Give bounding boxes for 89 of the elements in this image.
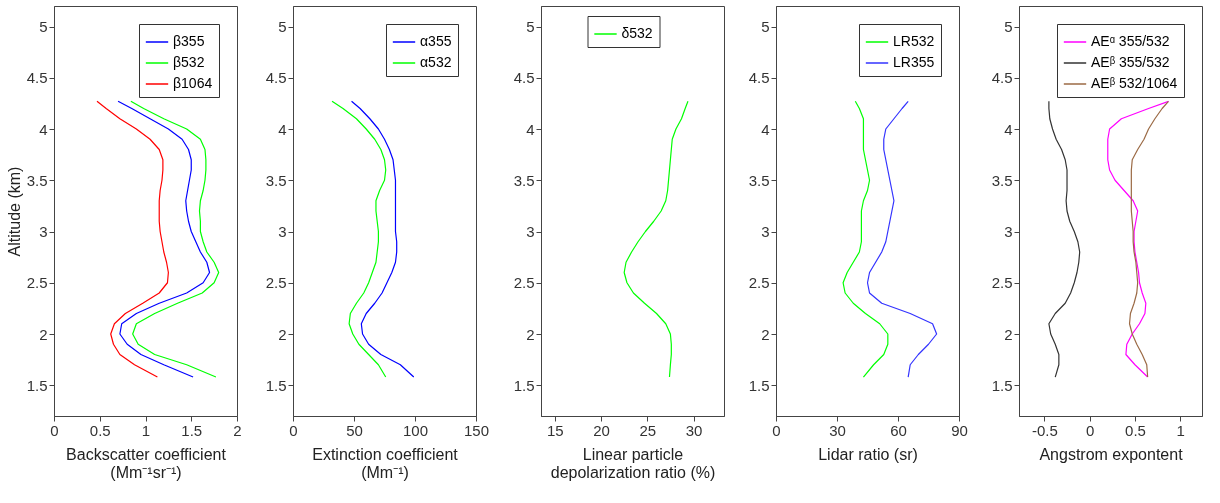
line-series	[1128, 100, 1170, 378]
y-tick-label: 4.5	[265, 69, 287, 87]
y-tick-label: 1.5	[748, 376, 770, 394]
x-tick-label: 150	[463, 421, 490, 439]
y-tick-label: 3.5	[991, 171, 1013, 189]
legend-label: LR532	[893, 33, 935, 49]
legend-label: β355	[173, 33, 205, 49]
y-tick-label: 2	[39, 325, 48, 343]
x-tick-label: 2	[233, 421, 242, 439]
legend-label: AEᵅ 355/532	[1091, 33, 1170, 49]
x-tick-label: -0.5	[1031, 421, 1058, 439]
y-tick-label: 2.5	[748, 274, 770, 292]
line-series	[331, 100, 387, 378]
y-tick-label: 3.5	[513, 171, 535, 189]
y-tick-label: 5	[526, 18, 535, 35]
legend-label: δ532	[621, 25, 653, 41]
y-tick-label: 4.5	[513, 69, 535, 87]
legend-label: α532	[420, 54, 452, 70]
y-tick-label: 5	[39, 18, 48, 35]
legend-label: β532	[173, 54, 205, 70]
x-axis-title: Linear particle depolarization ratio (%)	[550, 445, 716, 481]
y-tick-label: 2	[526, 325, 535, 343]
y-tick-label: 2.5	[26, 274, 48, 292]
line-series	[866, 100, 938, 378]
x-tick-label: 0	[772, 421, 781, 439]
y-tick-label: 2	[761, 325, 770, 343]
y-tick-label: 3	[39, 223, 48, 240]
y-tick-label: 4.5	[991, 69, 1013, 87]
legend-label: β1064	[173, 75, 213, 91]
y-tick-label: 4.5	[26, 69, 48, 87]
line-series	[96, 100, 169, 378]
x-tick-label: 1	[141, 421, 151, 439]
y-tick-label: 2	[1004, 325, 1013, 343]
y-tick-label: 3	[1004, 223, 1013, 240]
legend-label: LR355	[893, 54, 935, 70]
x-tick-label: 1.5	[181, 421, 203, 439]
x-tick-label: 30	[685, 421, 703, 439]
y-tick-label: 5	[278, 18, 287, 35]
y-axis-title: Altitude (km)	[5, 166, 23, 257]
y-tick-label: 4	[1004, 120, 1013, 138]
y-tick-label: 2.5	[991, 274, 1013, 292]
y-tick-label: 4	[278, 120, 287, 138]
y-tick-label: 3.5	[748, 171, 770, 189]
y-tick-label: 5	[761, 18, 770, 35]
line-series	[1048, 100, 1081, 378]
y-tick-label: 3	[278, 223, 287, 240]
y-tick-label: 3	[526, 223, 535, 240]
y-tick-label: 1.5	[991, 376, 1013, 394]
x-tick-label: 30	[829, 421, 846, 439]
y-tick-label: 3.5	[265, 171, 287, 189]
y-tick-label: 5	[1004, 18, 1013, 35]
x-axis-title: Backscatter coefficient (Mm⁻¹sr⁻¹)	[66, 445, 227, 481]
y-tick-label: 4	[39, 120, 48, 138]
legend-label: AEᵝ 355/532	[1091, 54, 1170, 70]
y-tick-label: 4	[526, 120, 535, 138]
x-axis-title: Extinction coefficient (Mm⁻¹)	[312, 445, 459, 481]
line-series	[623, 100, 689, 378]
y-tick-label: 4.5	[748, 69, 770, 87]
y-tick-label: 1.5	[26, 376, 48, 394]
y-tick-label: 2.5	[265, 274, 287, 292]
x-tick-label: 100	[402, 421, 429, 439]
y-tick-label: 3.5	[26, 171, 48, 189]
y-tick-label: 2	[278, 325, 287, 343]
line-series	[117, 100, 211, 378]
x-tick-label: 15	[547, 421, 564, 439]
x-tick-label: 0.5	[89, 421, 111, 439]
legend-label: AEᵝ 532/1064	[1091, 75, 1178, 91]
y-tick-label: 4	[761, 120, 770, 138]
y-tick-label: 3	[761, 223, 770, 240]
x-tick-label: 0	[50, 421, 59, 439]
x-tick-label: 20	[593, 421, 610, 439]
x-tick-label: 0.5	[1125, 421, 1146, 439]
x-tick-label: 50	[346, 421, 363, 439]
y-tick-label: 1.5	[265, 376, 287, 394]
line-series	[842, 100, 889, 378]
legend-label: α355	[420, 33, 452, 49]
x-axis-title: Angstrom expontent	[1039, 445, 1184, 463]
y-tick-label: 2.5	[513, 274, 535, 292]
line-series	[130, 100, 220, 378]
x-tick-label: 90	[951, 421, 968, 439]
x-tick-label: 60	[890, 421, 907, 439]
x-tick-label: 1	[1176, 421, 1185, 439]
y-tick-label: 1.5	[513, 376, 535, 394]
line-series	[1107, 100, 1170, 378]
x-tick-label: 25	[639, 421, 657, 439]
x-tick-label: 0	[1085, 421, 1095, 439]
line-series	[350, 100, 415, 378]
x-axis-title: Lidar ratio (sr)	[818, 445, 918, 463]
x-tick-label: 0	[289, 421, 298, 439]
